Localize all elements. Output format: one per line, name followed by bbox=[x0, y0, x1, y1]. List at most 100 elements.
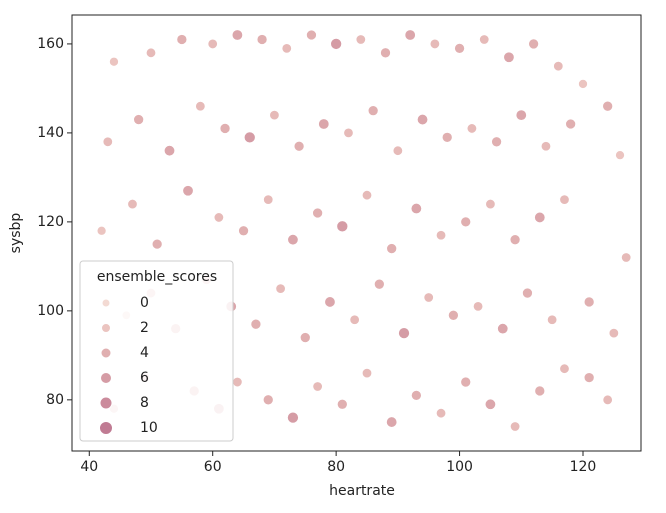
point bbox=[441, 131, 453, 143]
point bbox=[102, 136, 113, 147]
point bbox=[336, 398, 348, 410]
point bbox=[380, 47, 391, 59]
point bbox=[269, 110, 280, 121]
point bbox=[343, 127, 354, 138]
point bbox=[256, 34, 268, 45]
point bbox=[410, 202, 422, 215]
point bbox=[602, 100, 614, 112]
point bbox=[398, 327, 410, 339]
y-tick-label: 160 bbox=[37, 36, 64, 52]
point bbox=[361, 368, 373, 379]
point bbox=[287, 234, 299, 246]
point bbox=[534, 385, 546, 397]
point bbox=[460, 376, 472, 388]
point bbox=[207, 38, 218, 50]
y-axis-label: sysbp bbox=[8, 213, 24, 254]
point bbox=[262, 394, 274, 406]
legend-marker bbox=[101, 298, 111, 308]
point bbox=[528, 38, 539, 50]
point bbox=[583, 296, 595, 308]
point bbox=[448, 309, 459, 321]
point bbox=[608, 328, 619, 339]
point bbox=[411, 390, 422, 401]
point bbox=[263, 194, 274, 205]
legend-marker bbox=[100, 372, 112, 384]
point bbox=[293, 140, 305, 152]
point bbox=[416, 113, 429, 126]
point bbox=[361, 190, 373, 201]
point bbox=[559, 363, 570, 374]
point bbox=[312, 381, 323, 392]
point bbox=[540, 141, 552, 152]
point bbox=[219, 123, 231, 134]
point bbox=[145, 47, 157, 58]
point bbox=[547, 314, 558, 325]
point bbox=[435, 230, 447, 241]
point bbox=[485, 198, 496, 210]
point bbox=[583, 372, 595, 383]
x-tick-label: 120 bbox=[570, 459, 597, 475]
x-tick-label: 40 bbox=[80, 459, 98, 475]
point bbox=[404, 29, 416, 41]
point bbox=[127, 198, 138, 210]
point bbox=[306, 29, 317, 41]
legend-label: 10 bbox=[140, 420, 158, 436]
point bbox=[534, 211, 546, 224]
point bbox=[392, 145, 403, 156]
x-tick-label: 60 bbox=[204, 459, 222, 475]
point bbox=[559, 194, 570, 205]
point bbox=[460, 216, 472, 228]
point bbox=[367, 105, 379, 117]
y-tick-label: 100 bbox=[37, 303, 64, 319]
point bbox=[232, 376, 243, 388]
point bbox=[231, 29, 243, 41]
point bbox=[423, 292, 434, 303]
point bbox=[615, 150, 625, 160]
point bbox=[429, 38, 440, 50]
point bbox=[312, 207, 323, 219]
point bbox=[472, 301, 484, 312]
point bbox=[336, 220, 349, 233]
point bbox=[435, 408, 447, 419]
point bbox=[195, 101, 206, 112]
legend-label: 2 bbox=[140, 320, 149, 336]
y-tick-label: 140 bbox=[37, 125, 64, 141]
point bbox=[602, 394, 613, 405]
legend-label: 8 bbox=[140, 395, 149, 411]
legend-box bbox=[79, 260, 234, 442]
point bbox=[479, 34, 490, 45]
point bbox=[275, 283, 286, 294]
point bbox=[109, 56, 119, 67]
point bbox=[133, 114, 145, 125]
legend-title: ensemble_scores bbox=[97, 269, 217, 285]
point bbox=[515, 109, 527, 121]
point bbox=[454, 43, 465, 54]
point bbox=[151, 238, 163, 250]
point bbox=[466, 123, 478, 134]
y-tick-label: 80 bbox=[46, 392, 64, 408]
legend-label: 0 bbox=[140, 295, 149, 311]
point bbox=[163, 145, 176, 157]
point bbox=[324, 296, 336, 308]
point bbox=[503, 51, 515, 63]
x-tick-label: 80 bbox=[327, 459, 345, 475]
legend-marker bbox=[100, 347, 112, 359]
point bbox=[318, 118, 330, 130]
point bbox=[484, 398, 497, 410]
plot-frame bbox=[71, 14, 642, 452]
point bbox=[243, 131, 256, 144]
x-tick-label: 100 bbox=[446, 459, 473, 475]
point bbox=[578, 79, 588, 89]
point bbox=[565, 118, 576, 130]
point bbox=[491, 136, 502, 148]
point bbox=[287, 411, 299, 424]
point bbox=[386, 416, 398, 428]
point bbox=[299, 332, 311, 343]
legend-label: 6 bbox=[140, 370, 149, 386]
point bbox=[510, 421, 521, 432]
point bbox=[509, 234, 521, 246]
point bbox=[182, 185, 194, 197]
point bbox=[553, 61, 564, 72]
point bbox=[250, 318, 262, 330]
